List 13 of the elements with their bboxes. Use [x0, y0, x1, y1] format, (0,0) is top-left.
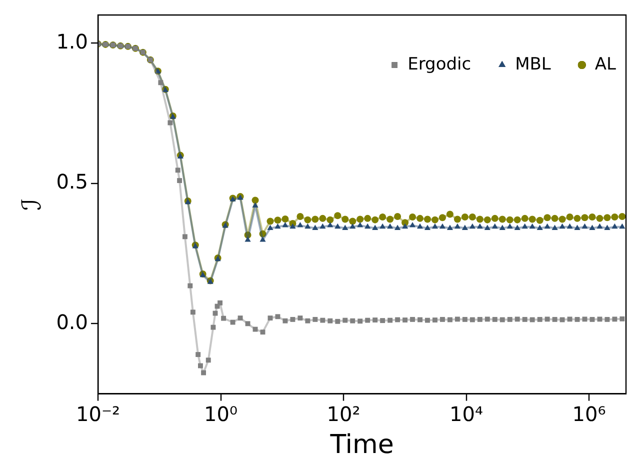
legend-label: Ergodic	[408, 54, 472, 74]
x-axis-title: Time	[329, 430, 394, 460]
y-tick-label: 0.5	[56, 170, 88, 194]
x-tick-label: 10⁴	[450, 402, 484, 426]
y-tick-label: 0.0	[56, 310, 88, 334]
legend-label: MBL	[515, 54, 552, 74]
legend-label: AL	[594, 54, 617, 74]
x-tick-label: 10⁰	[204, 402, 238, 426]
x-tick-label: 10⁶	[572, 402, 606, 426]
y-axis-title: ℐ	[17, 198, 48, 211]
y-tick-label: 1.0	[56, 29, 88, 54]
x-tick-label: 10²	[326, 402, 360, 426]
x-tick-label: 10⁻²	[76, 402, 120, 426]
